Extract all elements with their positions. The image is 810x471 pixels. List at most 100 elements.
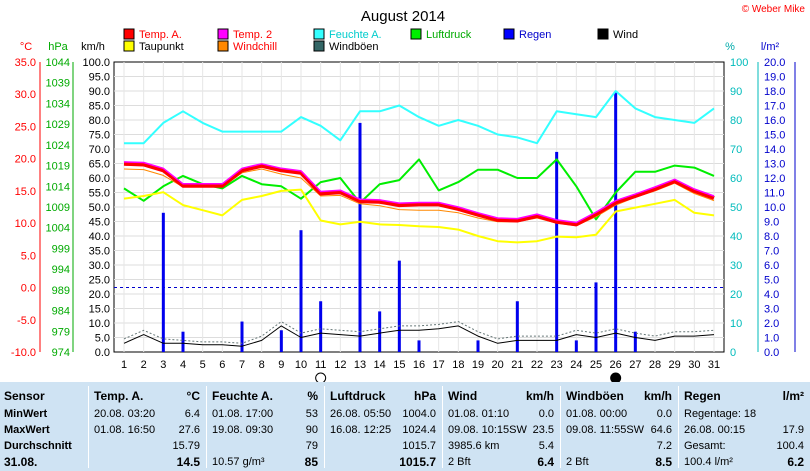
legend-swatch	[123, 28, 135, 40]
copyright-label: © Weber Mike	[742, 4, 806, 15]
rain-tick-label: 2.0	[764, 318, 779, 330]
rain-tick-label: 19.0	[764, 72, 785, 84]
x-tick-label: 10	[295, 359, 307, 371]
new-moon-icon	[610, 372, 622, 382]
x-tick-label: 6	[219, 359, 225, 371]
rain-tick-label: 20.0	[764, 57, 785, 69]
wind-axis-unit: km/h	[81, 41, 105, 53]
wind-tick-label: 75.0	[89, 130, 110, 142]
temp-header: Temp. A.	[94, 389, 144, 403]
wind-tick-label: 5.0	[95, 333, 110, 345]
rain-bar	[358, 122, 362, 353]
wind-tick-label: 100.0	[82, 57, 110, 69]
temp-tick-label: 30.0	[15, 89, 36, 101]
rain-tick-label: 10.0	[764, 202, 785, 214]
series-line-feuchte-a-	[124, 90, 715, 145]
chart-legend: Temp. A. Temp. 2 Feuchte A. Luftdruck Regen W…	[123, 28, 638, 53]
x-tick-label: 30	[688, 359, 700, 371]
legend-swatch	[123, 40, 135, 52]
rain-tick-label: 11.0	[764, 188, 785, 200]
pressure-tick-label: 1044	[46, 57, 70, 69]
wind-tick-label: 20.0	[89, 289, 110, 301]
column-divider	[560, 386, 561, 468]
gusts-header: Windböen	[566, 389, 624, 403]
rain-tick-label: 3.0	[764, 304, 779, 316]
wind-tick-label: 0.0	[95, 347, 110, 359]
rain-bar	[417, 340, 421, 352]
legend-swatch	[410, 28, 422, 40]
rain-bar	[555, 151, 559, 352]
rain-bar	[574, 340, 578, 352]
rain-axis-unit: l/m²	[761, 41, 780, 53]
rain-tick-label: 18.0	[764, 86, 785, 98]
rain-tick-label: 13.0	[764, 159, 785, 171]
legend-label: Taupunkt	[139, 41, 184, 53]
rain-days: Regentage: 18	[684, 408, 757, 420]
x-tick-label: 21	[511, 359, 523, 371]
x-tick-label: 15	[393, 359, 405, 371]
x-tick-label: 25	[590, 359, 602, 371]
rain-header: Regen	[684, 389, 721, 403]
humidity-header: Feuchte A.	[212, 389, 273, 403]
x-tick-label: 13	[354, 359, 366, 371]
pressure-tick-label: 999	[52, 243, 70, 255]
pressure-tick-label: 994	[52, 264, 70, 276]
chart-title: August 2014	[361, 8, 445, 25]
legend-label: Feuchte A.	[329, 29, 382, 41]
x-tick-label: 12	[334, 359, 346, 371]
wind-tick-label: 70.0	[89, 144, 110, 156]
temp-tick-label: 5.0	[21, 250, 36, 262]
pressure-tick-label: 989	[52, 285, 70, 297]
humidity-tick-label: 30	[730, 260, 742, 272]
rain-tick-label: 12.0	[764, 173, 785, 185]
pressure-current-value: 1015.7	[399, 455, 436, 469]
x-tick-label: 28	[649, 359, 661, 371]
statistics-panel: Sensor MinWert MaxWert Durchschnitt 31.0…	[0, 382, 810, 471]
rain-tick-label: 0.0	[764, 347, 779, 359]
wind-distance: 3985.6 km	[448, 440, 500, 452]
pressure-tick-label: 1034	[46, 98, 70, 110]
legend-label: Windböen	[329, 41, 379, 53]
humidity-tick-label: 100	[730, 57, 748, 69]
avg-row-label: Durchschnitt	[4, 440, 72, 452]
legend-swatch	[217, 40, 229, 52]
legend-label: Windchill	[233, 41, 277, 53]
rain-tick-label: 4.0	[764, 289, 779, 301]
legend-swatch	[313, 28, 325, 40]
temp-min-value: 6.4	[184, 408, 200, 420]
temp-tick-label: 25.0	[15, 121, 36, 133]
wind-tick-label: 10.0	[89, 318, 110, 330]
x-tick-label: 19	[472, 359, 484, 371]
pressure-max-time: 16.08. 12:25	[330, 424, 392, 436]
legend-label: Luftdruck	[426, 29, 472, 41]
wind-tick-label: 25.0	[89, 275, 110, 287]
x-tick-label: 31	[708, 359, 720, 371]
sensor-header: Sensor	[4, 389, 45, 403]
humidity-column: Feuchte A.% 01.08. 17:00 53 19.08. 09:30 9…	[208, 382, 324, 471]
x-tick-label: 20	[492, 359, 504, 371]
humidity-tick-label: 80	[730, 115, 742, 127]
rain-tick-label: 17.0	[764, 101, 785, 113]
wind-tick-label: 55.0	[89, 188, 110, 200]
wind-tick-label: 40.0	[89, 231, 110, 243]
pressure-max-value: 1024.4	[402, 424, 436, 436]
legend-swatch	[597, 28, 609, 40]
temp-tick-label: 15.0	[15, 186, 36, 198]
rain-max-time: 26.08. 00:15	[684, 424, 746, 436]
series-line-windb-en	[123, 321, 715, 344]
rain-tick-label: 8.0	[764, 231, 779, 243]
gusts-column: Windböen km/h 01.08. 00:00 0.0 09.08. 11:5…	[562, 382, 678, 471]
sensor-column: Sensor MinWert MaxWert Durchschnitt 31.0…	[0, 382, 88, 471]
wind-tick-label: 35.0	[89, 246, 110, 258]
pressure-tick-label: 979	[52, 326, 70, 338]
humidity-tick-label: 70	[730, 144, 742, 156]
temp-max-time: 01.08. 16:50	[94, 424, 156, 436]
gusts-avg-value: 7.2	[656, 440, 672, 452]
gusts-max-value: 64.6	[650, 424, 672, 436]
current-row-label: 31.08.	[4, 455, 38, 469]
rain-tick-label: 7.0	[764, 246, 779, 258]
humidity-unit: %	[307, 389, 318, 403]
pressure-axis-unit: hPa	[48, 41, 68, 53]
column-divider	[678, 386, 679, 468]
x-tick-label: 4	[180, 359, 186, 371]
